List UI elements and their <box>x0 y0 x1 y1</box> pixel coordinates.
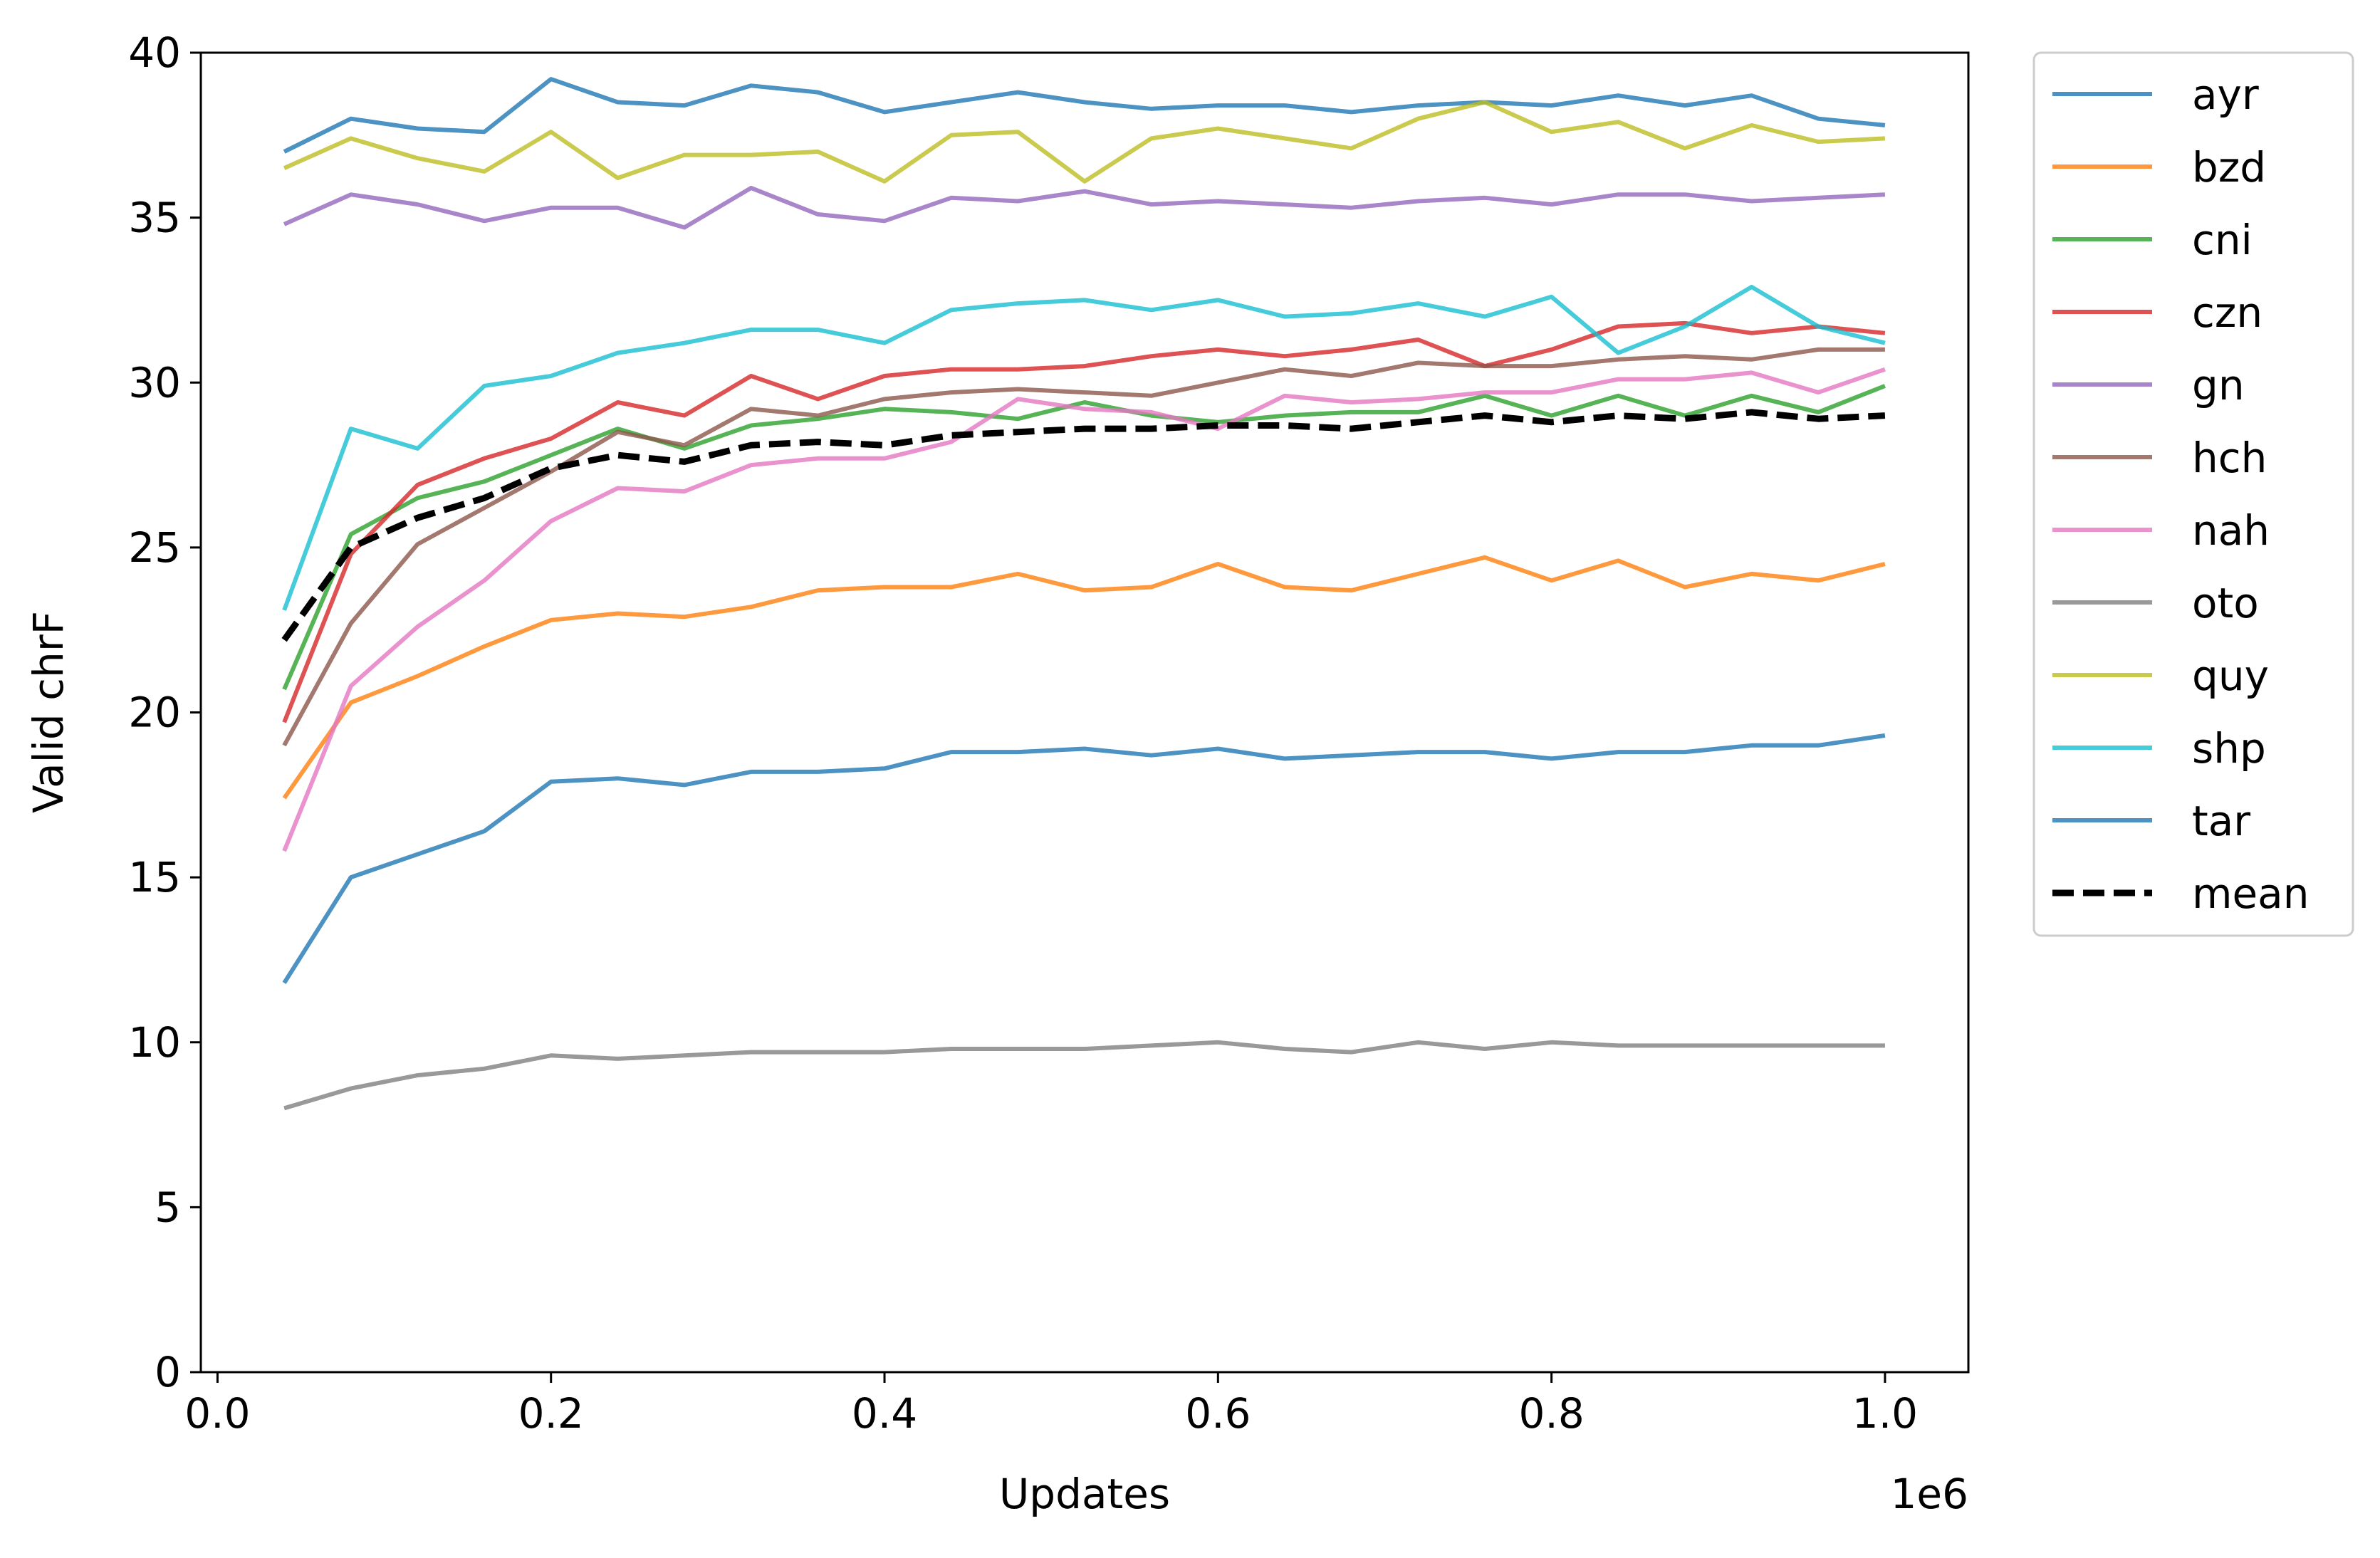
series-line-tar <box>282 733 1886 985</box>
legend-label-quy: quy <box>2192 652 2269 700</box>
y-tick-label: 20 <box>128 689 181 737</box>
legend-label-oto: oto <box>2192 579 2259 627</box>
series-lines <box>281 77 1886 1111</box>
series-line-mean <box>281 409 1886 642</box>
x-axis: 0.0 0.2 0.4 0.6 0.8 1.0 <box>184 1372 1918 1438</box>
y-axis: 0 5 10 15 20 25 30 35 40 <box>128 28 201 1396</box>
y-tick-label: 10 <box>128 1018 181 1067</box>
x-axis-offset-label: 1e6 <box>1891 1470 1969 1518</box>
legend-label-cni: cni <box>2192 216 2253 264</box>
legend-label-bzd: bzd <box>2192 143 2266 192</box>
series-line-hch <box>282 347 1885 747</box>
series-line-gn <box>283 185 1886 230</box>
x-tick-label: 0.8 <box>1518 1389 1584 1438</box>
x-tick-label: 0.4 <box>852 1389 917 1438</box>
legend-label-shp: shp <box>2192 724 2266 773</box>
legend-label-nah: nah <box>2192 506 2270 555</box>
legend-label-gn: gn <box>2192 361 2245 409</box>
legend-frame <box>2032 51 2354 937</box>
y-tick-label: 0 <box>155 1348 181 1396</box>
series-line-bzd <box>282 555 1886 800</box>
legend-label-hch: hch <box>2192 434 2267 482</box>
y-tick-label: 35 <box>128 194 181 242</box>
y-tick-label: 30 <box>128 358 181 407</box>
x-tick-label: 0.6 <box>1185 1389 1251 1438</box>
legend-label-tar: tar <box>2192 797 2250 845</box>
legend-label-ayr: ayr <box>2192 70 2259 119</box>
y-tick-label: 25 <box>128 523 181 572</box>
x-tick-label: 1.0 <box>1852 1389 1918 1438</box>
series-line-czn <box>282 320 1886 723</box>
series-line-cni <box>282 384 1886 691</box>
legend[interactable]: ayr bzd cni czn gn hch nah oto quy shp tar mean <box>2032 51 2354 937</box>
y-tick-label: 15 <box>128 853 181 901</box>
series-line-ayr <box>283 77 1886 154</box>
legend-label-czn: czn <box>2192 288 2262 337</box>
y-tick-label: 5 <box>155 1183 181 1231</box>
series-line-oto <box>283 1040 1885 1111</box>
legend-label-mean: mean <box>2192 869 2309 918</box>
x-tick-label: 0.2 <box>518 1389 584 1438</box>
x-axis-label: Updates <box>999 1470 1170 1518</box>
series-line-nah <box>282 367 1886 852</box>
series-line-quy <box>283 100 1886 184</box>
series-line-shp <box>282 284 1886 611</box>
x-tick-label: 0.0 <box>184 1389 250 1438</box>
y-axis-label: Valid chrF <box>24 611 73 813</box>
y-tick-label: 40 <box>128 28 181 77</box>
